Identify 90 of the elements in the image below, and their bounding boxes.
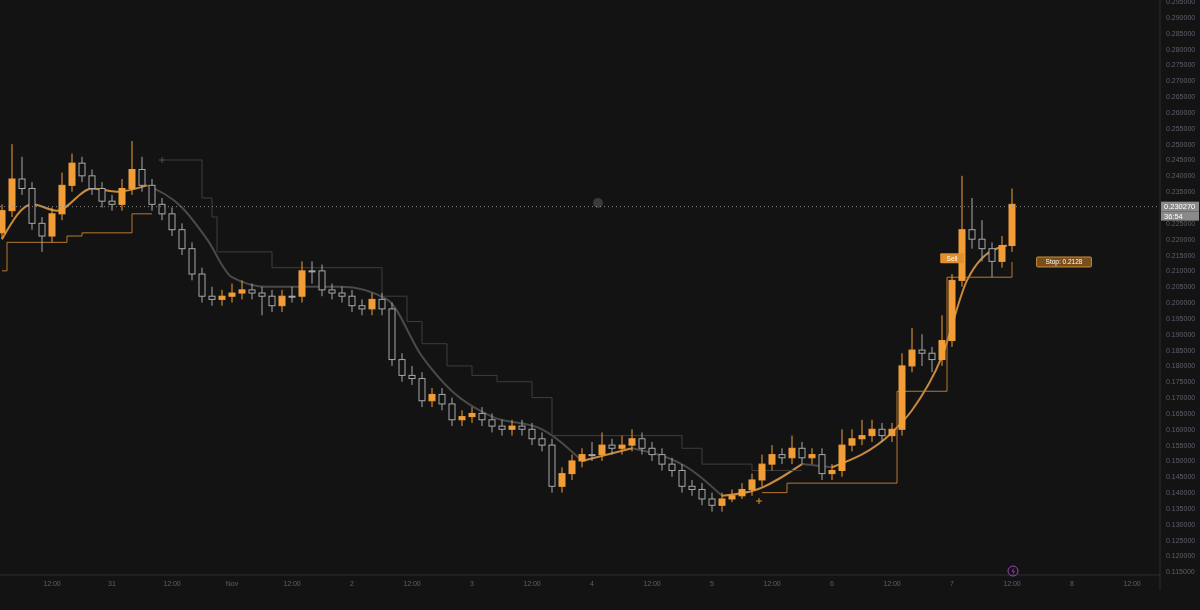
candlestick [268, 289, 276, 313]
candlestick [798, 441, 806, 465]
candlestick [198, 267, 206, 304]
candlestick [928, 346, 936, 373]
candlestick [158, 197, 166, 221]
candlestick [618, 435, 626, 456]
candlestick [478, 406, 486, 427]
candlestick [218, 289, 226, 307]
candlestick [168, 207, 176, 237]
candlestick [628, 428, 636, 452]
candlestick [48, 207, 56, 243]
candlestick [178, 222, 186, 256]
candlestick [378, 292, 386, 316]
candlestick [908, 327, 916, 373]
candlestick [578, 447, 586, 468]
candlestick [598, 431, 606, 462]
candlestick [458, 409, 466, 427]
candlestick [878, 422, 886, 443]
candlestick [978, 219, 986, 262]
candlestick [208, 286, 216, 307]
candlestick [18, 156, 26, 196]
candlestick [588, 441, 596, 462]
candlestick [698, 482, 706, 506]
candlestick [0, 203, 6, 240]
candlestick [538, 431, 546, 452]
candlestick [278, 289, 286, 313]
candlestick [258, 286, 266, 316]
candlestick [148, 178, 156, 212]
candlestick [918, 333, 926, 367]
candlestick [328, 283, 336, 300]
candlestick [408, 365, 416, 386]
candlestick [248, 283, 256, 300]
candlestick [748, 473, 756, 497]
candlestick [338, 286, 346, 304]
candlestick [858, 419, 866, 446]
candlestick [558, 466, 566, 494]
candlestick [78, 156, 86, 183]
candlestick [468, 406, 476, 424]
candlestick [488, 412, 496, 433]
candlestick [728, 488, 736, 503]
candlestick [648, 441, 656, 462]
candlestick [518, 419, 526, 437]
candlestick [108, 194, 116, 212]
candlestick [88, 168, 96, 196]
candlestick [668, 457, 676, 478]
candlestick [368, 292, 376, 316]
candlestick [818, 447, 826, 481]
candlestick [128, 140, 136, 196]
candlestick [968, 197, 976, 250]
candlestick [238, 279, 246, 300]
candlestick [428, 387, 436, 408]
candlestick [638, 431, 646, 456]
candlestick [318, 264, 326, 297]
candlestick [718, 492, 726, 513]
candlestick [738, 482, 746, 500]
candlestick [358, 298, 366, 316]
candlestick [138, 156, 146, 193]
candlestick [508, 419, 516, 437]
candlestick [988, 241, 996, 278]
candlestick [608, 438, 616, 456]
candlestick [398, 352, 406, 383]
candlestick [498, 419, 506, 437]
candlestick [888, 422, 896, 443]
candlestick [678, 463, 686, 494]
candlestick [688, 479, 696, 497]
candlestick [768, 444, 776, 471]
candlestick [98, 181, 106, 209]
candlestick [658, 447, 666, 471]
candlestick [418, 371, 426, 408]
candlestick [938, 314, 946, 367]
candlestick [788, 435, 796, 465]
candlestick [808, 447, 816, 465]
candlestick [528, 422, 536, 446]
candlestick [68, 153, 76, 193]
candlestick [828, 463, 836, 481]
candlestick [778, 447, 786, 465]
candlestick [38, 216, 46, 253]
candlestick [308, 260, 316, 285]
candlestick [868, 419, 876, 443]
candlestick [288, 286, 296, 304]
candlestick [758, 454, 766, 487]
candlestick [448, 397, 456, 427]
candlestick [348, 289, 356, 313]
candlestick [118, 178, 126, 212]
candlestick [438, 387, 446, 411]
candlestick [998, 235, 1006, 269]
candlestick [848, 428, 856, 452]
candlestick [708, 492, 716, 513]
candlestick [568, 454, 576, 481]
candlestick [228, 283, 236, 304]
